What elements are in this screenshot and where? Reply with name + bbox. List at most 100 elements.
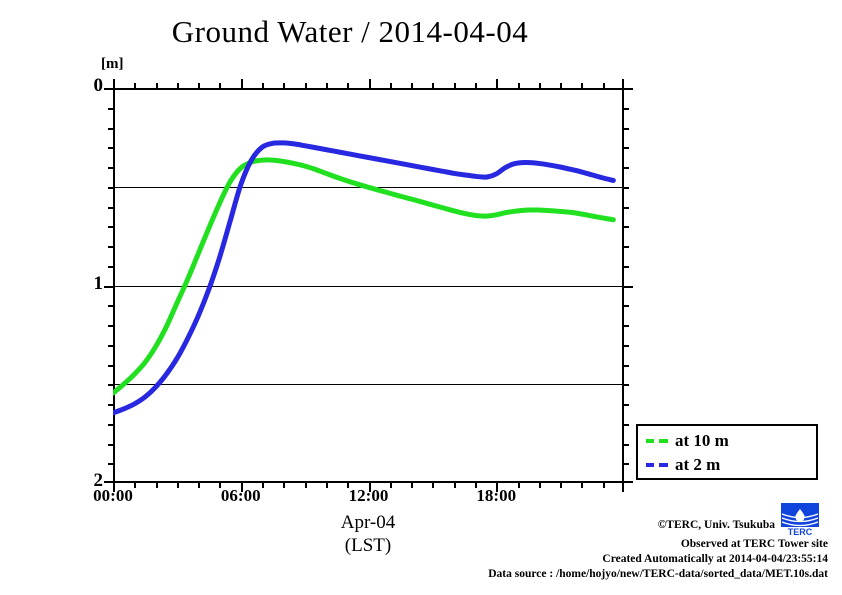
legend-item-at-2m: at 2 m bbox=[646, 454, 720, 476]
axis-tick bbox=[134, 83, 136, 88]
axis-tick bbox=[518, 83, 520, 88]
axis-right bbox=[622, 88, 624, 483]
axis-tick bbox=[390, 481, 392, 488]
axis-tick bbox=[624, 404, 629, 406]
legend-item-at-10m: at 10 m bbox=[646, 430, 729, 452]
terc-logo-text: TERC bbox=[788, 527, 813, 536]
axis-tick bbox=[454, 481, 456, 488]
legend-label-at-10m: at 10 m bbox=[675, 431, 729, 450]
x-axis-tick-label: 06:00 bbox=[220, 486, 261, 505]
axis-tick bbox=[624, 167, 629, 169]
axis-tick bbox=[624, 207, 629, 209]
axis-tick bbox=[622, 79, 624, 88]
footer-observed-site: Observed at TERC Tower site bbox=[680, 538, 828, 550]
axis-tick bbox=[198, 481, 200, 488]
axis-tick bbox=[156, 481, 158, 488]
footer-created-timestamp: Created Automatically at 2014-04-04/23:5… bbox=[602, 553, 828, 565]
y-axis-tick-label: 2 bbox=[93, 470, 104, 491]
axis-tick bbox=[624, 444, 629, 446]
axis-tick bbox=[475, 481, 477, 488]
axis-tick bbox=[624, 128, 629, 130]
axis-tick bbox=[113, 481, 115, 492]
axis-tick bbox=[241, 481, 243, 492]
axis-tick bbox=[283, 481, 285, 488]
axis-tick bbox=[624, 226, 629, 228]
y-axis-unit-label: [m] bbox=[101, 56, 124, 72]
series-line-at-10m bbox=[113, 157, 616, 396]
series-line-at-2m bbox=[113, 140, 616, 416]
axis-tick bbox=[108, 325, 113, 327]
axis-tick bbox=[104, 88, 113, 90]
axis-tick bbox=[539, 83, 541, 88]
axis-tick bbox=[108, 246, 113, 248]
axis-tick bbox=[108, 444, 113, 446]
axis-tick bbox=[369, 79, 371, 88]
axis-tick bbox=[603, 83, 605, 88]
axis-tick bbox=[305, 481, 307, 488]
x-axis-tick-label: 12:00 bbox=[348, 486, 389, 505]
axis-tick bbox=[241, 79, 243, 88]
axis-tick bbox=[108, 128, 113, 130]
axis-tick bbox=[411, 83, 413, 88]
plot-area bbox=[104, 79, 633, 492]
legend-label-at-2m: at 2 m bbox=[675, 455, 721, 474]
axis-tick bbox=[108, 108, 113, 110]
axis-tick bbox=[496, 481, 498, 492]
axis-tick bbox=[108, 365, 113, 367]
axis-tick bbox=[219, 481, 221, 488]
axis-tick bbox=[624, 246, 629, 248]
axis-tick bbox=[390, 83, 392, 88]
axis-tick bbox=[622, 481, 624, 492]
axis-tick bbox=[518, 481, 520, 488]
axis-tick bbox=[624, 305, 629, 307]
axis-tick bbox=[134, 481, 136, 488]
axis-tick bbox=[624, 463, 629, 465]
axis-tick bbox=[624, 266, 629, 268]
axis-tick bbox=[262, 83, 264, 88]
axis-tick bbox=[108, 147, 113, 149]
terc-logo-icon: TERC bbox=[781, 503, 819, 536]
axis-tick bbox=[624, 147, 629, 149]
footer-copyright: ©TERC, Univ. Tsukuba bbox=[657, 519, 775, 531]
axis-tick bbox=[326, 83, 328, 88]
axis-tick bbox=[108, 167, 113, 169]
axis-tick bbox=[539, 481, 541, 488]
x-axis-title-timezone: (LST) bbox=[344, 535, 392, 556]
axis-tick bbox=[581, 83, 583, 88]
legend-color-swatch-green bbox=[646, 439, 668, 443]
axis-tick bbox=[104, 481, 113, 483]
x-axis-tick-label: 18:00 bbox=[476, 486, 517, 505]
axis-tick bbox=[347, 481, 349, 488]
axis-tick bbox=[108, 207, 113, 209]
axis-tick bbox=[177, 83, 179, 88]
axis-tick bbox=[283, 83, 285, 88]
axis-tick bbox=[432, 481, 434, 488]
axis-tick bbox=[108, 424, 113, 426]
chart-legend: at 10 m at 2 m bbox=[636, 424, 818, 480]
axis-tick bbox=[496, 79, 498, 88]
axis-tick bbox=[262, 481, 264, 488]
axis-tick bbox=[108, 345, 113, 347]
axis-tick bbox=[624, 424, 629, 426]
axis-tick bbox=[581, 481, 583, 488]
axis-tick bbox=[432, 83, 434, 88]
axis-tick bbox=[108, 305, 113, 307]
axis-tick bbox=[108, 266, 113, 268]
page-title: Ground Water / 2014-04-04 bbox=[171, 14, 529, 49]
axis-tick bbox=[108, 463, 113, 465]
axis-tick bbox=[156, 83, 158, 88]
axis-tick bbox=[560, 481, 562, 488]
axis-tick bbox=[108, 187, 113, 189]
axis-tick bbox=[305, 83, 307, 88]
axis-tick bbox=[108, 404, 113, 406]
axis-tick bbox=[624, 187, 629, 189]
axis-tick bbox=[108, 384, 113, 386]
axis-tick bbox=[624, 365, 629, 367]
axis-tick bbox=[624, 88, 633, 90]
axis-bottom bbox=[113, 481, 624, 483]
axis-tick bbox=[560, 83, 562, 88]
axis-top bbox=[113, 88, 624, 90]
data-series-svg bbox=[113, 140, 616, 416]
axis-tick bbox=[603, 481, 605, 488]
